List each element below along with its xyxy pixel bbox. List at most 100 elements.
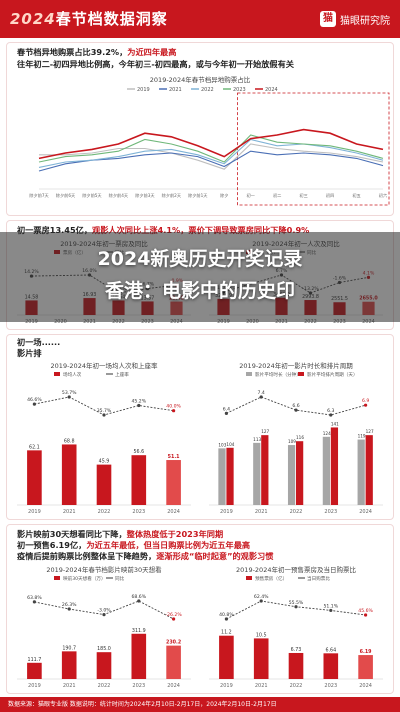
bar <box>323 653 339 679</box>
bar-value-label: 103 <box>218 442 226 447</box>
bar <box>131 455 147 505</box>
bar-value-label: 311.9 <box>132 628 146 634</box>
series-line-2023 <box>38 134 384 163</box>
legend-label: 预售票房（亿） <box>255 575 287 582</box>
title-text: 春节档数据洞察 <box>55 10 168 28</box>
bar <box>61 444 77 505</box>
bar-value-label: 68.8 <box>64 438 75 444</box>
bar <box>96 464 112 505</box>
legend-label: 2024 <box>265 87 278 93</box>
ratio-label: 6.3 <box>327 408 334 414</box>
legend-swatch <box>54 576 60 580</box>
ratio-point <box>224 411 228 415</box>
ratio-label: -26.2% <box>165 612 182 618</box>
bar-0 <box>253 442 261 505</box>
x-tick-label: 2024 <box>167 683 180 689</box>
bar <box>166 460 181 505</box>
bar-value-label: 185.0 <box>97 646 111 652</box>
page-title: 2024春节档数据洞察 <box>10 8 168 29</box>
legend-label: 2023 <box>233 87 246 93</box>
section4-heading-line3: 疫情后提前购票比例整体呈下降趋势，逐渐形成“临时起意”的观影习惯 <box>17 551 274 561</box>
x-tick-label: 除夕前3天 <box>135 192 155 199</box>
bar-0 <box>218 448 226 505</box>
x-tick-label: 2024 <box>359 509 372 515</box>
x-tick-label: 2022 <box>290 509 303 515</box>
x-tick-label: 2020 <box>54 319 67 325</box>
legend-label: 影片平均时长（分钟） <box>255 371 301 378</box>
ratio-label: 45.2% <box>132 399 147 405</box>
overlay-line1: 2024新奥历史开奖记录 <box>97 248 303 270</box>
section-remote-ticket-share: 春节档异地购票占比39.2%，为近四年最高 往年初二-初四异地比例高，今年初三-… <box>6 42 394 216</box>
legend-swatch <box>298 372 304 376</box>
x-tick-label: 2022 <box>304 319 317 325</box>
x-tick-label: 除夕前7天 <box>29 192 49 199</box>
x-tick-label: 2021 <box>255 509 268 515</box>
bar <box>288 652 304 679</box>
section3-heading-line2: 影片排 <box>17 348 42 358</box>
chart-title: 2019-2024年初一场均人次和上座率 <box>51 361 158 370</box>
x-tick-label: 2021 <box>63 683 76 689</box>
bar <box>61 651 77 679</box>
ratio-label: 35.7% <box>97 408 112 414</box>
x-tick-label: 2023 <box>324 509 337 515</box>
ratio-label: 46.6% <box>27 397 42 403</box>
ratio-label: 6.9 <box>362 398 369 404</box>
bar <box>253 638 269 679</box>
x-tick-label: 2019 <box>25 319 38 325</box>
x-tick-label: 2023 <box>324 683 337 689</box>
legend-label: 同比 <box>115 575 125 582</box>
bar-value-label: 116 <box>296 435 304 440</box>
x-tick-label: 除夕前4天 <box>109 192 129 199</box>
x-tick-label: 2021 <box>275 319 288 325</box>
x-tick-label: 2022 <box>98 683 111 689</box>
ratio-label: -3.0% <box>97 608 111 614</box>
ratio-point <box>32 402 36 406</box>
x-tick-label: 2021 <box>255 683 268 689</box>
ratio-point <box>137 599 141 603</box>
ratio-label: 63.8% <box>27 595 42 601</box>
x-tick-label: 2019 <box>217 319 230 325</box>
x-tick-label: 2020 <box>246 319 259 325</box>
x-tick-label: 除夕 <box>220 192 228 199</box>
x-tick-label: 2024 <box>167 509 180 515</box>
legend-swatch <box>246 576 252 580</box>
bar <box>219 635 234 679</box>
bar-value-label: 119 <box>358 434 366 439</box>
ratio-point <box>224 617 228 621</box>
ratio-label: 7.4 <box>258 390 265 396</box>
overlay-line2: 香港：电影中的历史印 <box>104 280 295 302</box>
bar-value-label: 124 <box>323 431 331 436</box>
legend-label: 上座率 <box>115 371 129 378</box>
bar-value-label: 6.64 <box>325 647 336 653</box>
ratio-point <box>67 395 71 399</box>
x-tick-label: 2023 <box>333 319 346 325</box>
ratio-label: 55.5% <box>289 600 304 606</box>
x-tick-label: 2022 <box>290 683 303 689</box>
brand-logo-icon: 猫 <box>320 11 336 27</box>
x-tick-label: 2024 <box>359 683 372 689</box>
bar-1 <box>296 441 304 505</box>
bar-value-label: 230.2 <box>166 640 181 646</box>
chart-title: 2019-2024年春节档影片映前30天想看 <box>46 565 162 574</box>
series-line-2024 <box>38 128 384 160</box>
x-tick-label: 2019 <box>220 509 233 515</box>
title-year: 2024 <box>10 10 56 28</box>
ratio-label: 68.6% <box>132 594 147 600</box>
legend-label: 映前30天想看（万） <box>63 575 106 582</box>
x-tick-label: 2019 <box>28 683 41 689</box>
legend-label: 当日购票比 <box>307 575 330 582</box>
legend-label: 2022 <box>201 87 214 93</box>
series-line-2021 <box>38 150 384 172</box>
ratio-point <box>172 409 176 413</box>
bar-value-label: 6.73 <box>291 647 302 653</box>
section4-heading-line1: 影片映前30天想看同比下降，整体热度低于2023年同期 <box>17 529 224 539</box>
bar <box>27 450 42 505</box>
section3-heading-line1: 初一场...... <box>17 337 61 347</box>
bar-0 <box>287 445 296 505</box>
bar-value-label: 127 <box>261 429 269 434</box>
x-tick-label: 初二 <box>273 192 281 199</box>
